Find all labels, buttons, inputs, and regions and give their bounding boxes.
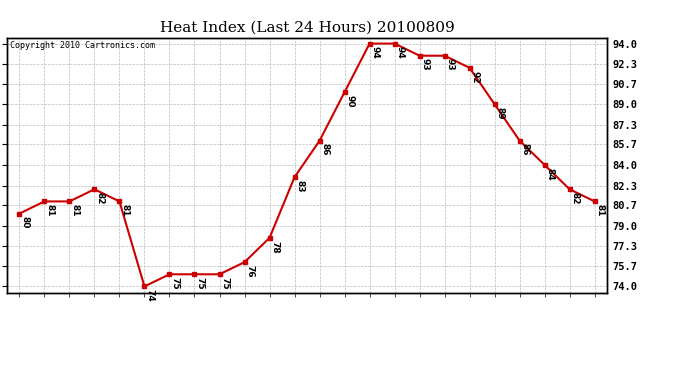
Text: 83: 83: [295, 180, 304, 192]
Text: 82: 82: [95, 192, 104, 205]
Text: 81: 81: [46, 204, 55, 217]
Text: 75: 75: [221, 277, 230, 290]
Text: 76: 76: [246, 265, 255, 278]
Text: 78: 78: [270, 241, 279, 253]
Text: 93: 93: [446, 58, 455, 71]
Text: Copyright 2010 Cartronics.com: Copyright 2010 Cartronics.com: [10, 41, 155, 50]
Text: 74: 74: [146, 289, 155, 302]
Text: 81: 81: [121, 204, 130, 217]
Text: 94: 94: [371, 46, 380, 59]
Text: 75: 75: [195, 277, 204, 290]
Title: Heat Index (Last 24 Hours) 20100809: Heat Index (Last 24 Hours) 20100809: [159, 21, 455, 35]
Text: 81: 81: [595, 204, 604, 217]
Text: 90: 90: [346, 95, 355, 107]
Text: 84: 84: [546, 168, 555, 180]
Text: 75: 75: [170, 277, 179, 290]
Text: 86: 86: [321, 144, 330, 156]
Text: 81: 81: [70, 204, 79, 217]
Text: 92: 92: [471, 70, 480, 83]
Text: 93: 93: [421, 58, 430, 71]
Text: 82: 82: [571, 192, 580, 205]
Text: 86: 86: [521, 144, 530, 156]
Text: 80: 80: [21, 216, 30, 229]
Text: 89: 89: [495, 107, 504, 120]
Text: 94: 94: [395, 46, 404, 59]
